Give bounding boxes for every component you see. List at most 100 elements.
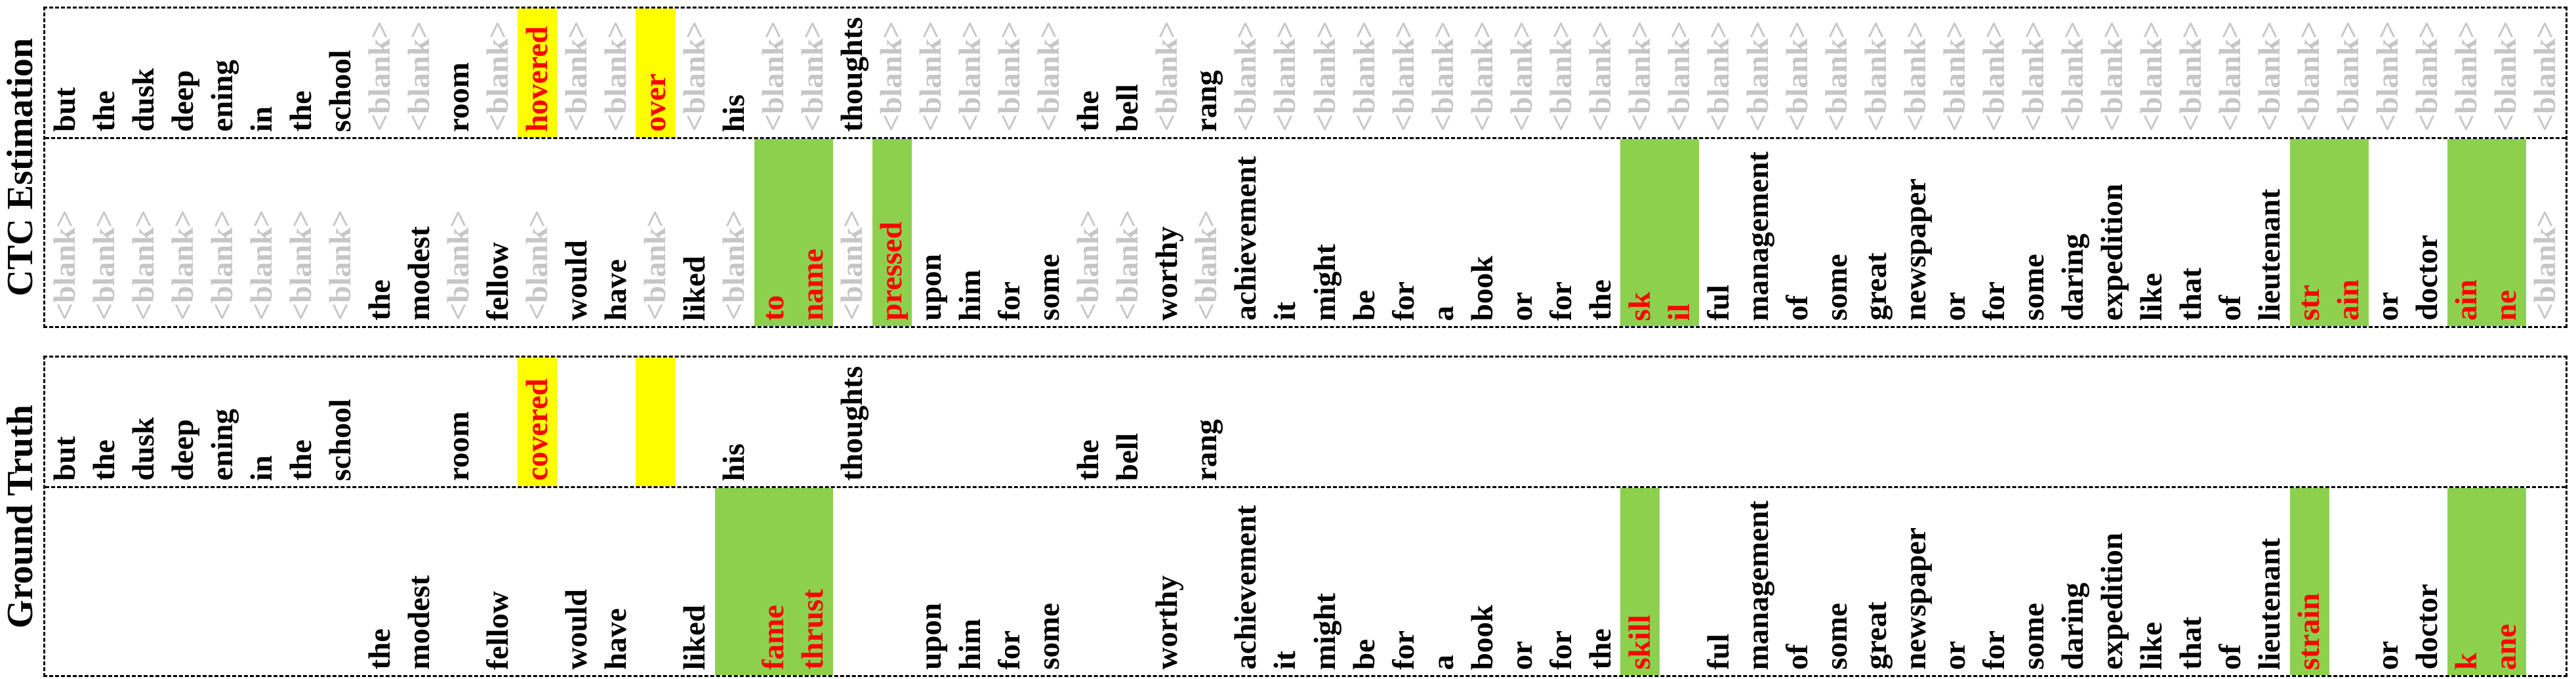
blank-token: <blank> (756, 21, 791, 132)
word-token: for (1977, 281, 2012, 321)
blank-token: <blank> (2056, 21, 2091, 132)
error-token: str (2292, 285, 2327, 321)
blank-token: <blank> (520, 210, 554, 321)
word-token: worthy (1150, 226, 1185, 321)
error-token: pressed (874, 222, 909, 321)
token-cell (872, 358, 912, 486)
word-token: some (2016, 603, 2051, 670)
word-token: might (1307, 243, 1342, 321)
token-cell (518, 488, 557, 675)
word-token: worthy (1150, 575, 1185, 670)
blank-token: <blank> (165, 210, 200, 321)
blank-token: <blank> (2489, 21, 2524, 132)
word-token: or (2371, 291, 2405, 321)
word-token: the (1071, 91, 1106, 132)
word-token: for (992, 630, 1027, 670)
token-row-gt-line1: but the dusk deep ening in the school room covere… (45, 358, 2566, 486)
blank-token: <blank> (638, 210, 672, 321)
token-cell: the (281, 358, 321, 486)
error-token: skill (1622, 615, 1657, 670)
token-cell: over (636, 9, 676, 137)
token-cell: daring (2054, 139, 2093, 326)
token-cell: <blank> (636, 139, 675, 326)
word-token: would (559, 240, 594, 321)
token-cell (1345, 358, 1384, 486)
token-cell: some (2014, 139, 2054, 326)
token-cell: the (85, 9, 124, 137)
token-cell: <blank> (596, 9, 636, 137)
word-token: in (244, 106, 279, 132)
blank-token: <blank> (1189, 210, 1224, 321)
blank-token: <blank> (835, 210, 870, 321)
token-cell: his (715, 9, 754, 137)
token-cell: for (1975, 488, 2014, 675)
word-token: his (717, 443, 752, 482)
token-cell: <blank> (1738, 9, 1778, 137)
token-cell: the (360, 488, 399, 675)
token-cell: some (1817, 139, 1856, 326)
word-token: the (283, 440, 318, 481)
token-cell: <blank> (2054, 9, 2093, 137)
token-cell: great (1856, 139, 1896, 326)
token-cell (1896, 358, 1935, 486)
blank-token: <blank> (992, 21, 1027, 132)
token-cell: that (2172, 488, 2211, 675)
word-token: school (323, 398, 358, 481)
word-token: deep (165, 419, 200, 481)
blank-token: <blank> (1111, 210, 1145, 321)
token-cell (2290, 358, 2329, 486)
token-cell: <blank> (163, 139, 203, 326)
word-token: upon (914, 603, 949, 670)
token-cell: <blank> (2133, 9, 2172, 137)
token-cell: sk (1620, 139, 1660, 326)
token-cell: the (1581, 488, 1620, 675)
token-cell: <blank> (1345, 9, 1384, 137)
panel-label-text: Ground Truth (0, 404, 41, 628)
panel-label-ground-truth: Ground Truth (0, 356, 41, 677)
blank-token: <blank> (1347, 21, 1381, 132)
blank-token: <blank> (2213, 21, 2248, 132)
word-token: great (1858, 602, 1893, 670)
token-cell: the (1069, 9, 1109, 137)
token-cell (2447, 358, 2487, 486)
token-cell: the (281, 9, 321, 137)
blank-token: <blank> (2135, 21, 2169, 132)
token-cell: or (1502, 139, 1542, 326)
token-cell (1817, 358, 1856, 486)
token-cell: have (596, 488, 636, 675)
word-token: the (1583, 628, 1618, 670)
error-token: ne (2489, 290, 2524, 321)
token-cell: like (2133, 139, 2172, 326)
token-cell (2526, 488, 2566, 675)
word-token: the (1071, 440, 1106, 481)
word-token: of (1780, 295, 1814, 321)
token-cell: covered (518, 358, 558, 486)
token-cell: doctor (2408, 139, 2447, 326)
word-token: for (1544, 630, 1578, 670)
token-cell: <blank> (2290, 9, 2329, 137)
token-cell (163, 488, 203, 675)
token-cell (636, 358, 676, 486)
panel-ground-truth: but the dusk deep ening in the school room covere… (43, 356, 2567, 677)
token-cell: thoughts (833, 358, 872, 486)
token-cell (1778, 358, 1817, 486)
token-cell (478, 358, 518, 486)
error-token: ain (2449, 279, 2484, 321)
token-cell: great (1856, 488, 1896, 675)
blank-token: <blank> (1819, 21, 1854, 132)
token-cell: <blank> (281, 139, 321, 326)
word-token: or (1938, 291, 1973, 321)
token-cell: <blank> (1817, 9, 1856, 137)
token-cell: pressed (872, 139, 912, 326)
token-cell (2014, 358, 2054, 486)
word-token: thoughts (835, 365, 870, 481)
token-cell: him (951, 488, 991, 675)
word-token: for (1977, 630, 2012, 670)
blank-token: <blank> (2410, 21, 2445, 132)
blank-token: <blank> (1622, 21, 1657, 132)
token-cell: bell (1109, 9, 1148, 137)
token-cell: of (2211, 488, 2251, 675)
token-cell (754, 358, 794, 486)
blank-token: <blank> (1032, 21, 1067, 132)
blank-token: <blank> (1977, 21, 2012, 132)
